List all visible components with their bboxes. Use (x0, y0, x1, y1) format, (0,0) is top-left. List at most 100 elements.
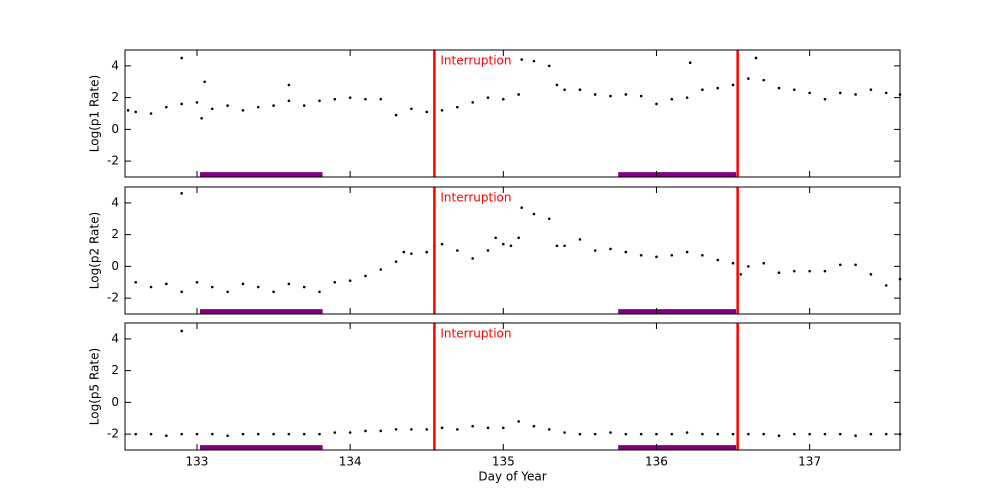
point (609, 247, 612, 251)
point (348, 431, 352, 434)
point (394, 113, 398, 117)
point (624, 432, 628, 436)
point (555, 83, 559, 87)
point (241, 432, 245, 436)
y-tick-label: 2 (111, 363, 119, 377)
point (456, 249, 459, 252)
point (838, 263, 842, 267)
point (272, 432, 275, 436)
point (364, 274, 367, 278)
point (180, 192, 183, 195)
point (165, 434, 168, 438)
point (854, 93, 857, 96)
point (241, 109, 245, 112)
point (869, 88, 873, 91)
point (547, 64, 551, 68)
point (226, 290, 229, 294)
point (688, 61, 692, 64)
x-tick-label: 136 (645, 455, 668, 469)
point (747, 77, 750, 80)
point (670, 97, 674, 101)
point (302, 285, 306, 289)
point (593, 432, 597, 436)
annotation: Interruption (440, 327, 511, 341)
point (180, 329, 183, 333)
point (287, 83, 291, 87)
point (739, 273, 743, 276)
point (563, 88, 566, 91)
point (655, 432, 658, 436)
point (272, 290, 275, 294)
point (808, 269, 811, 273)
point (203, 80, 206, 84)
point (211, 285, 214, 289)
point (578, 238, 582, 241)
point (670, 432, 674, 436)
point (348, 279, 352, 282)
y-tick-label: 0 (111, 395, 119, 409)
point (364, 429, 367, 433)
point (502, 242, 505, 246)
point (440, 109, 444, 112)
y-tick-label: 4 (111, 195, 119, 209)
point (884, 284, 888, 287)
point (716, 258, 720, 262)
point (134, 432, 138, 436)
point (440, 242, 444, 246)
y-tick-label: 4 (111, 331, 119, 345)
point (823, 269, 827, 273)
point (754, 56, 758, 60)
point (547, 217, 551, 221)
point (165, 282, 168, 286)
point (838, 91, 842, 95)
y-tick-label: 0 (111, 259, 119, 273)
point (655, 255, 658, 259)
point (195, 280, 199, 284)
point (578, 432, 582, 436)
point (425, 110, 429, 114)
point (333, 280, 337, 284)
point (854, 263, 857, 267)
point (655, 102, 658, 106)
point (379, 97, 383, 101)
x-tick-label: 133 (186, 455, 209, 469)
point (126, 109, 130, 112)
point (563, 244, 566, 248)
point (195, 432, 199, 436)
point (520, 206, 523, 209)
point (149, 285, 153, 289)
x-tick-label: 135 (492, 455, 515, 469)
annotation: Interruption (440, 54, 511, 68)
point (762, 432, 765, 436)
point (808, 432, 811, 436)
point (701, 253, 704, 257)
point (793, 432, 796, 436)
point (624, 93, 628, 96)
point (494, 236, 497, 240)
point (256, 105, 260, 109)
point (456, 428, 459, 431)
point (486, 426, 490, 430)
point (823, 97, 827, 101)
point (869, 273, 873, 276)
point (402, 250, 406, 254)
point (716, 432, 720, 436)
y-tick-label: -2 (107, 154, 119, 168)
point (410, 428, 413, 431)
point (517, 420, 520, 423)
point (394, 428, 398, 431)
point (348, 96, 352, 99)
point (685, 250, 689, 254)
point (486, 249, 490, 252)
point (823, 432, 827, 436)
point (256, 432, 260, 436)
point (226, 104, 229, 107)
point (394, 260, 398, 263)
y-axis-label: Log(p5 Rate) (88, 348, 102, 425)
point (318, 290, 321, 294)
point (134, 280, 138, 284)
point (256, 285, 260, 289)
point (609, 431, 612, 434)
point (793, 88, 796, 91)
point (747, 432, 750, 436)
